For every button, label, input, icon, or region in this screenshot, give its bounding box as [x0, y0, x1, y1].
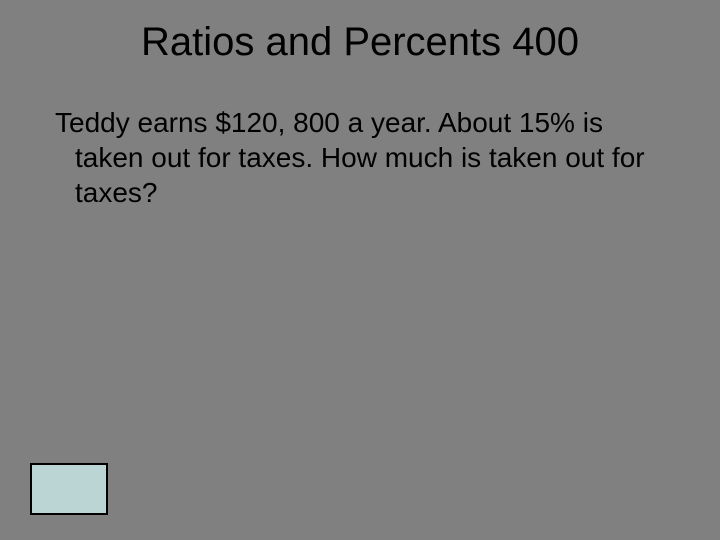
nav-button[interactable] [30, 463, 108, 515]
slide-body-text: Teddy earns $120, 800 a year. About 15% … [20, 105, 720, 210]
slide-title: Ratios and Percents 400 [0, 0, 720, 105]
